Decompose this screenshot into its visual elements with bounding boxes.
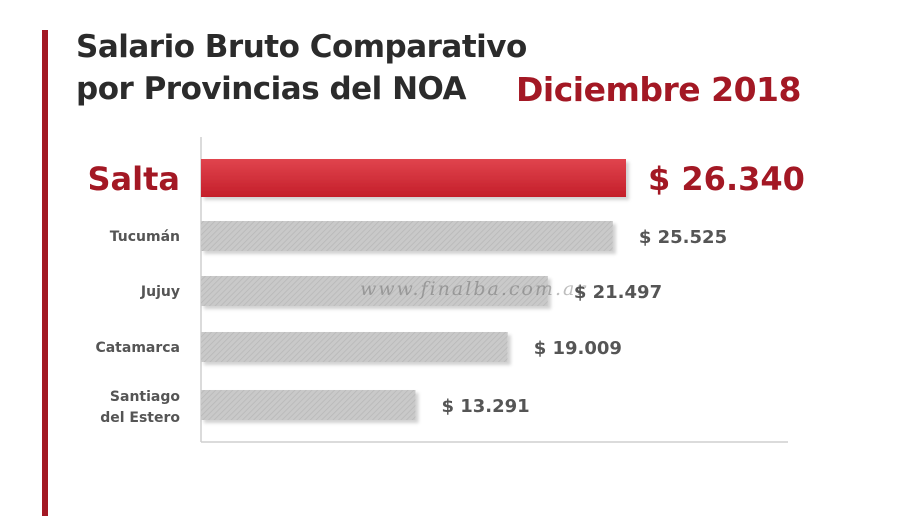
value-label-0: $ 26.340 — [648, 160, 805, 198]
value-label-1: $ 25.525 — [639, 227, 727, 248]
bar-1 — [201, 221, 613, 251]
value-label-2: $ 21.497 — [574, 282, 662, 303]
category-label-3: Catamarca — [95, 340, 180, 356]
bar-0 — [201, 159, 626, 197]
accent-rule — [42, 30, 48, 516]
category-label-2: Jujuy — [140, 284, 180, 300]
chart-title: Salario Bruto Comparativo por Provincias… — [76, 26, 527, 110]
title-line-1: Salario Bruto Comparativo — [76, 29, 527, 65]
category-label-0: Salta — [88, 160, 181, 198]
category-label-4: Santiago del Estero — [100, 389, 180, 426]
value-label-3: $ 19.009 — [534, 338, 622, 359]
chart-date: Diciembre 2018 — [516, 70, 801, 109]
bar-2 — [201, 276, 548, 306]
title-line-2: por Provincias del NOA — [76, 71, 467, 107]
watermark: www.finalba.com.ar — [360, 278, 588, 300]
bar-3 — [201, 332, 508, 362]
value-label-4: $ 13.291 — [441, 396, 529, 417]
bar-4 — [201, 390, 416, 420]
category-label-1: Tucumán — [110, 229, 180, 245]
